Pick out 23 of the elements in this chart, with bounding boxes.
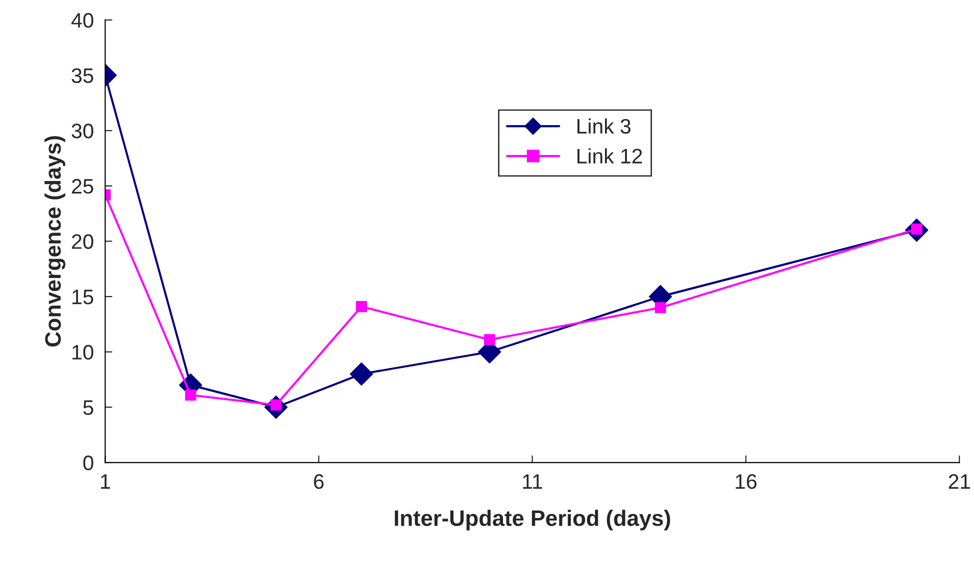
- point: [350, 362, 373, 386]
- y-tick-label: 40: [71, 12, 94, 28]
- y-tick-label: 5: [83, 400, 94, 415]
- y-tick-label: 35: [72, 68, 94, 84]
- x-tick-label: 16: [736, 474, 757, 489]
- x-tick-label: 1: [100, 474, 110, 489]
- x-tick-label: 11: [523, 474, 542, 489]
- x-axis-title: Inter-Update Period (days): [394, 510, 670, 530]
- point: [356, 300, 368, 312]
- point: [654, 302, 666, 314]
- x-tick-label: 21: [948, 474, 970, 489]
- legend-label: Link 3: [578, 118, 630, 134]
- legend-label: Link 12: [578, 148, 642, 164]
- y-tick-label: 20: [72, 234, 94, 249]
- point: [185, 389, 196, 401]
- y-tick-label: 15: [72, 290, 94, 304]
- y-axis-title: Convergence (days): [44, 136, 66, 347]
- y-tick-label: 25: [72, 178, 94, 194]
- point: [484, 334, 496, 346]
- y-tick-label: 0: [83, 456, 94, 470]
- x-tick-label: 6: [314, 474, 324, 489]
- y-tick-label: 30: [72, 124, 94, 138]
- y-tick-label: 10: [72, 344, 94, 360]
